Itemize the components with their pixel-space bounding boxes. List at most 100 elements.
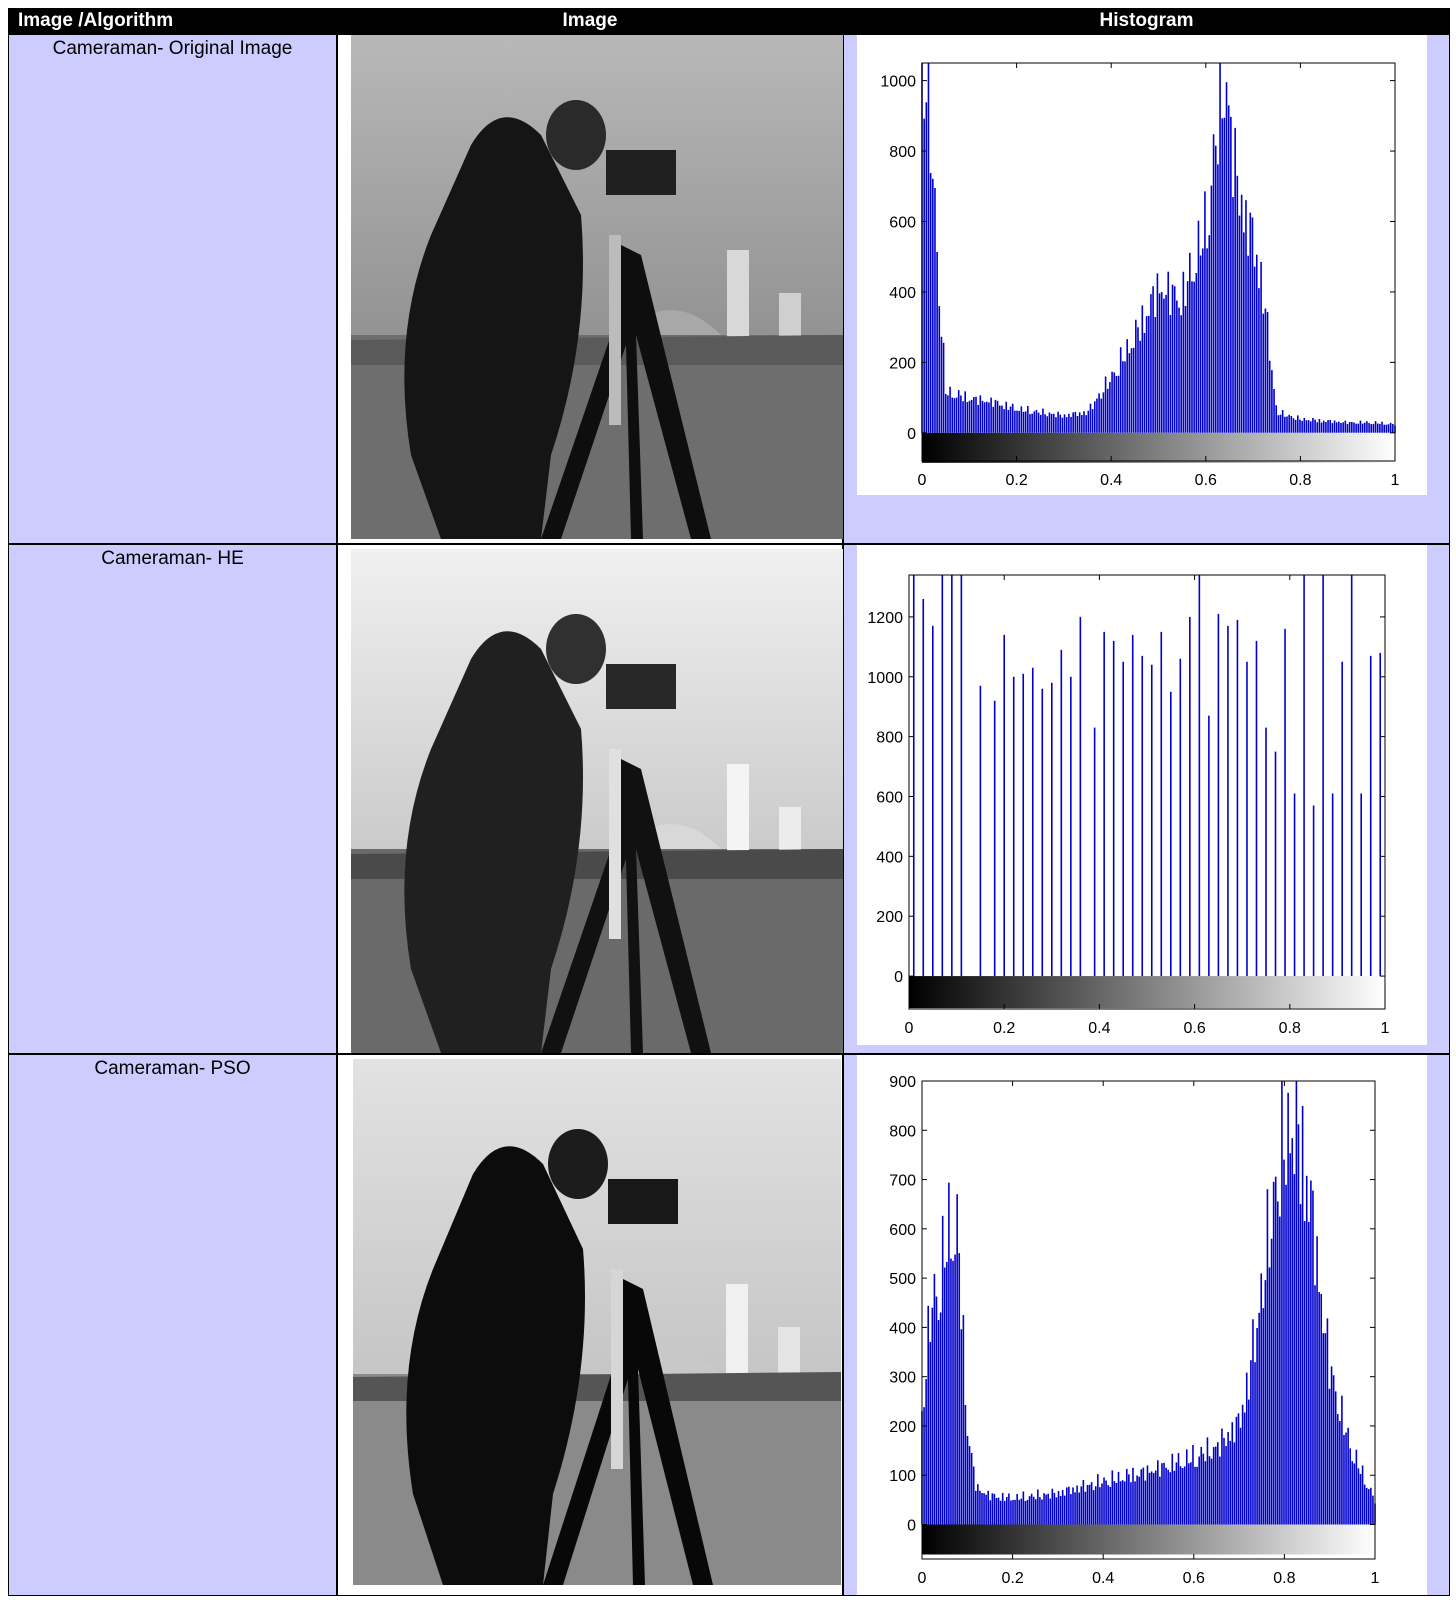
histogram-bar (1132, 1467, 1134, 1525)
histogram-bar (927, 1305, 930, 1525)
histogram-bar (1083, 411, 1085, 433)
axes-frame (908, 574, 1386, 1010)
histogram-bar (1281, 1081, 1283, 1525)
histogram-bar (1037, 1489, 1039, 1525)
histogram-bar (994, 399, 997, 433)
axes-frame (921, 62, 1396, 462)
histogram-bar (1368, 423, 1370, 433)
histogram-bar (1284, 416, 1286, 433)
histogram-bar (1152, 1472, 1155, 1525)
histogram-bar (1385, 424, 1388, 433)
histogram-bar (1322, 1333, 1325, 1525)
histogram-bar (1010, 1500, 1012, 1525)
histogram-bar (1020, 1498, 1023, 1525)
histogram-bar (1255, 254, 1258, 433)
histogram-bar (955, 397, 958, 433)
histogram-bar (1003, 409, 1005, 433)
y-tick-label: 500 (889, 1271, 916, 1288)
histogram-bar (1270, 1238, 1273, 1525)
histogram-bar (1353, 1463, 1356, 1525)
histogram-bar (1022, 411, 1025, 433)
histogram-bar (1318, 1292, 1320, 1525)
y-tick-label: 800 (876, 730, 903, 747)
histogram-bar (1065, 1487, 1068, 1525)
histogram-bar (1330, 1366, 1333, 1525)
histogram-bar (1357, 423, 1360, 433)
histogram-bar (944, 393, 947, 433)
histogram-bar (1117, 375, 1120, 433)
histogram-bar (991, 1493, 994, 1525)
histogram-bar (1186, 281, 1189, 433)
histogram-bar (1113, 372, 1116, 433)
header-image: Image (337, 8, 843, 34)
x-tick-label: 0.6 (1183, 1570, 1205, 1587)
histogram-cell-pso: 0 100 200 300 400 500 600 700 800 900 0 0.2 0.4 0.6 0.… (843, 1054, 1450, 1596)
histogram-bar (1340, 422, 1342, 433)
histogram-pso: 0 100 200 300 400 500 600 700 800 900 0 0.2 0.4 0.6 0.… (889, 1074, 1379, 1587)
histogram-bar (1268, 360, 1271, 433)
y-tick-label: 0 (907, 426, 916, 443)
histogram-bar (1208, 235, 1211, 433)
histogram-bar (1167, 1469, 1169, 1525)
histogram-bar (1285, 1184, 1287, 1525)
histogram-bar (1288, 414, 1290, 433)
x-tick-label: 0.8 (1289, 472, 1311, 489)
histogram-bar (1191, 281, 1193, 433)
y-tick-label: 400 (876, 849, 903, 866)
histogram-bar (1030, 1493, 1033, 1525)
histogram-bar (1068, 413, 1070, 433)
histogram-bar (1363, 1484, 1366, 1525)
histogram-bar (1219, 63, 1221, 433)
histogram-bar (1006, 1496, 1008, 1525)
histogram-bar (993, 1493, 996, 1525)
y-tick-label: 300 (889, 1370, 916, 1387)
row-label-pso: Cameraman- PSO (8, 1054, 337, 1596)
histogram-bar (1039, 1497, 1041, 1525)
histogram-bar (1124, 361, 1126, 433)
histogram-bar (988, 402, 990, 433)
histogram-bar (1105, 1480, 1107, 1525)
histogram-bar (1016, 410, 1018, 433)
histogram-bar (1349, 1448, 1351, 1525)
histogram-bar (970, 399, 973, 433)
histogram-bar (1177, 1453, 1180, 1525)
histogram-bar (1049, 1498, 1052, 1525)
histogram-bar (1145, 316, 1148, 433)
histogram-bar (1286, 416, 1288, 433)
x-tick-label: 0.6 (1195, 472, 1217, 489)
histogram-bar (938, 306, 941, 433)
histogram-bar (1260, 261, 1262, 433)
histogram-bar (960, 395, 962, 433)
histogram-bar (1091, 409, 1094, 433)
histogram-bar (1039, 414, 1042, 433)
histogram-bar (925, 1378, 927, 1525)
histogram-bar (1258, 1312, 1260, 1525)
histogram-bar (1272, 1181, 1275, 1525)
histogram-bar (1035, 409, 1038, 433)
x-tick-label: 0 (918, 472, 927, 489)
histogram-bar (1074, 411, 1077, 433)
histogram-bar (1178, 307, 1180, 433)
histogram-bar (1305, 1175, 1308, 1525)
histogram-bar (1165, 294, 1167, 433)
histogram-bar (1372, 1495, 1374, 1525)
histogram-bar (1204, 1461, 1207, 1525)
histogram-bar (1389, 422, 1392, 433)
histogram-bar (1121, 1480, 1124, 1525)
x-tick-label: 0.2 (1001, 1570, 1023, 1587)
y-tick-label: 200 (889, 1419, 916, 1436)
histogram-bar (1087, 410, 1090, 433)
histogram-bar (1137, 327, 1139, 433)
histogram-bar (1262, 1308, 1265, 1525)
cameraman-pso-photo (353, 1059, 841, 1585)
histogram-bar (1253, 266, 1256, 433)
histogram-bar (1154, 317, 1157, 433)
histogram-bar (1260, 1273, 1263, 1525)
y-tick-label: 1000 (867, 670, 903, 687)
histogram-bar (1392, 423, 1394, 433)
histogram-bar (1031, 413, 1033, 433)
histogram-bar (1122, 361, 1124, 433)
histogram-bar (1099, 1487, 1101, 1525)
histogram-bar (1117, 1471, 1120, 1525)
x-tick-label: 0.2 (993, 1020, 1015, 1037)
